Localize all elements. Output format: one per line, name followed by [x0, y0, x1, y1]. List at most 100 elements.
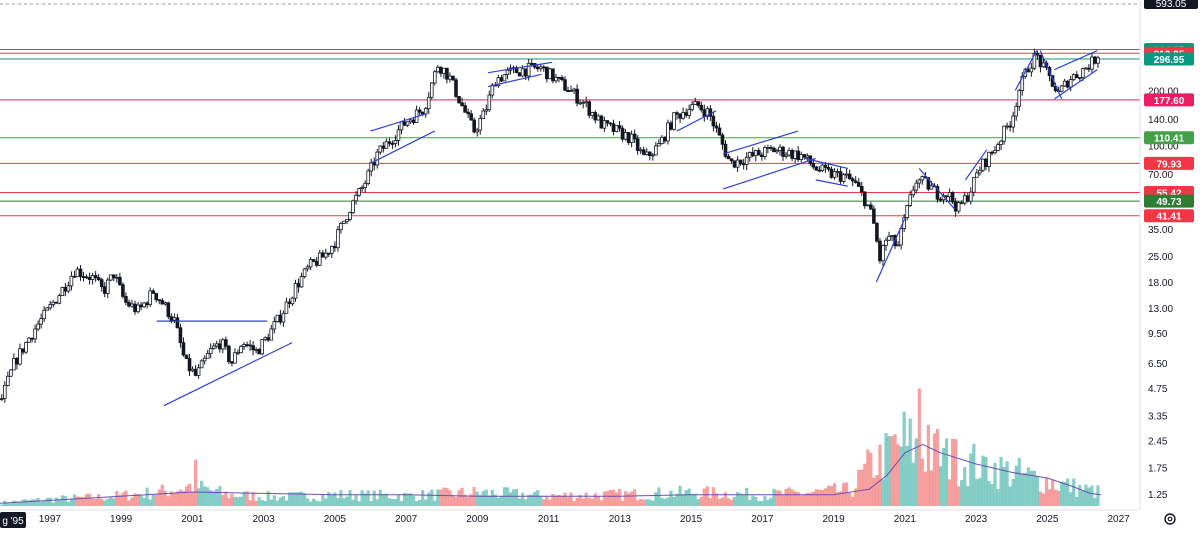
volume-bar: [642, 499, 646, 506]
trendline: [1039, 50, 1063, 100]
volume-bar: [708, 498, 712, 506]
x-axis[interactable]: g '95 1997 1999 2001 2003 2005 2007 2009 2011 201…: [0, 509, 1140, 528]
candle-body: [796, 150, 800, 160]
y-axis-tick-label: 35.00: [1148, 225, 1173, 236]
candle-body: [1038, 54, 1043, 68]
candle-body: [1008, 125, 1012, 128]
volume-bar: [257, 497, 261, 506]
volume-bar: [0, 504, 4, 506]
volume-bar: [572, 501, 576, 506]
volume-bar: [1066, 478, 1070, 506]
volume-bar: [944, 438, 949, 506]
candle-body: [130, 303, 134, 307]
volume-bar: [1017, 458, 1021, 506]
volume-bar: [384, 493, 388, 506]
candle-body: [1077, 77, 1082, 79]
candle-body: [542, 66, 546, 69]
candle-body: [984, 158, 988, 168]
candle-body: [239, 346, 243, 354]
volume-bar: [729, 499, 734, 506]
candle-body: [54, 301, 59, 304]
trendlines: [156, 50, 1098, 407]
price-level-badge[interactable]: [1144, 156, 1194, 170]
volume-bar: [696, 499, 700, 506]
volume-bar: [687, 488, 691, 506]
volume-bar: [681, 493, 685, 506]
volume-bar: [81, 497, 86, 506]
volume-bar: [151, 494, 155, 506]
volume-bar: [963, 467, 967, 506]
y-axis[interactable]: 593.05 200.00 140.00 100.00 70.00 35.00 25.00 1…: [1139, 0, 1200, 532]
volume-bar: [287, 492, 292, 506]
volume-bar: [272, 495, 276, 506]
candle-body: [517, 72, 522, 77]
volume-bar: [221, 494, 225, 506]
candle-body: [9, 369, 13, 377]
volume-bar: [569, 492, 573, 506]
candle-body: [944, 195, 949, 198]
price-level-badge[interactable]: [1144, 93, 1194, 107]
volume-bar: [457, 490, 461, 506]
volume-bar: [148, 499, 152, 506]
volume-bar: [112, 498, 116, 506]
candle-body: [87, 276, 92, 280]
volume-bar: [826, 485, 831, 506]
volume-bar: [24, 499, 28, 506]
settings-gear-icon[interactable]: [1164, 513, 1176, 525]
volume-bar: [872, 477, 876, 506]
volume-bar: [84, 493, 89, 506]
trendline: [1054, 50, 1098, 71]
candle-body: [193, 368, 198, 376]
candle-body: [196, 367, 201, 376]
candle-body: [136, 304, 140, 313]
candle-body: [460, 102, 464, 107]
price-level-badge[interactable]: [1144, 194, 1194, 208]
y-axis-tick-label: 3.35: [1148, 412, 1168, 423]
candle-body: [1017, 90, 1022, 107]
volume-bar: [1014, 465, 1018, 506]
volume-bar: [1032, 470, 1036, 506]
candle-body: [1026, 69, 1031, 73]
volume-bar: [723, 492, 728, 506]
candle-body: [24, 341, 28, 353]
candle-body: [251, 345, 255, 351]
candle-body: [63, 287, 68, 292]
volume-bar: [421, 490, 425, 506]
price-level-badge[interactable]: [1144, 209, 1194, 223]
volume-bar: [684, 490, 688, 506]
candle-body: [93, 275, 98, 278]
volume-bar: [675, 493, 679, 506]
volume-bar: [935, 429, 940, 506]
volume-bar: [145, 487, 149, 506]
volume-bar: [169, 491, 173, 506]
volume-bar: [951, 438, 955, 506]
candle-body: [545, 66, 549, 80]
candle-body: [990, 151, 994, 154]
volume-bar: [197, 488, 201, 506]
volume-bar: [54, 497, 58, 506]
candle-body: [820, 164, 825, 172]
volume-bar: [972, 443, 976, 506]
candle-body: [139, 304, 143, 308]
volume-bar: [893, 434, 897, 506]
candle-body: [36, 323, 40, 330]
volume-bar: [636, 500, 640, 506]
price-level-badge[interactable]: [1144, 131, 1194, 145]
x-axis-tick-label: 1997: [39, 514, 62, 525]
volume-bar: [511, 489, 516, 506]
volume-bar: [920, 458, 924, 506]
y-axis-tick-label: 25.00: [1148, 252, 1173, 263]
price-level-badge[interactable]: [1144, 52, 1194, 66]
volume-bar: [705, 486, 709, 506]
candle-body: [835, 171, 840, 173]
x-axis-tick-label: 2021: [894, 514, 917, 525]
candle-body: [121, 284, 125, 297]
volume-bar: [9, 503, 13, 506]
volume-bar: [1023, 472, 1027, 506]
volume-bar: [224, 491, 228, 506]
candle-body: [781, 146, 785, 157]
volume-bar: [445, 487, 449, 506]
candle-body: [784, 154, 788, 157]
